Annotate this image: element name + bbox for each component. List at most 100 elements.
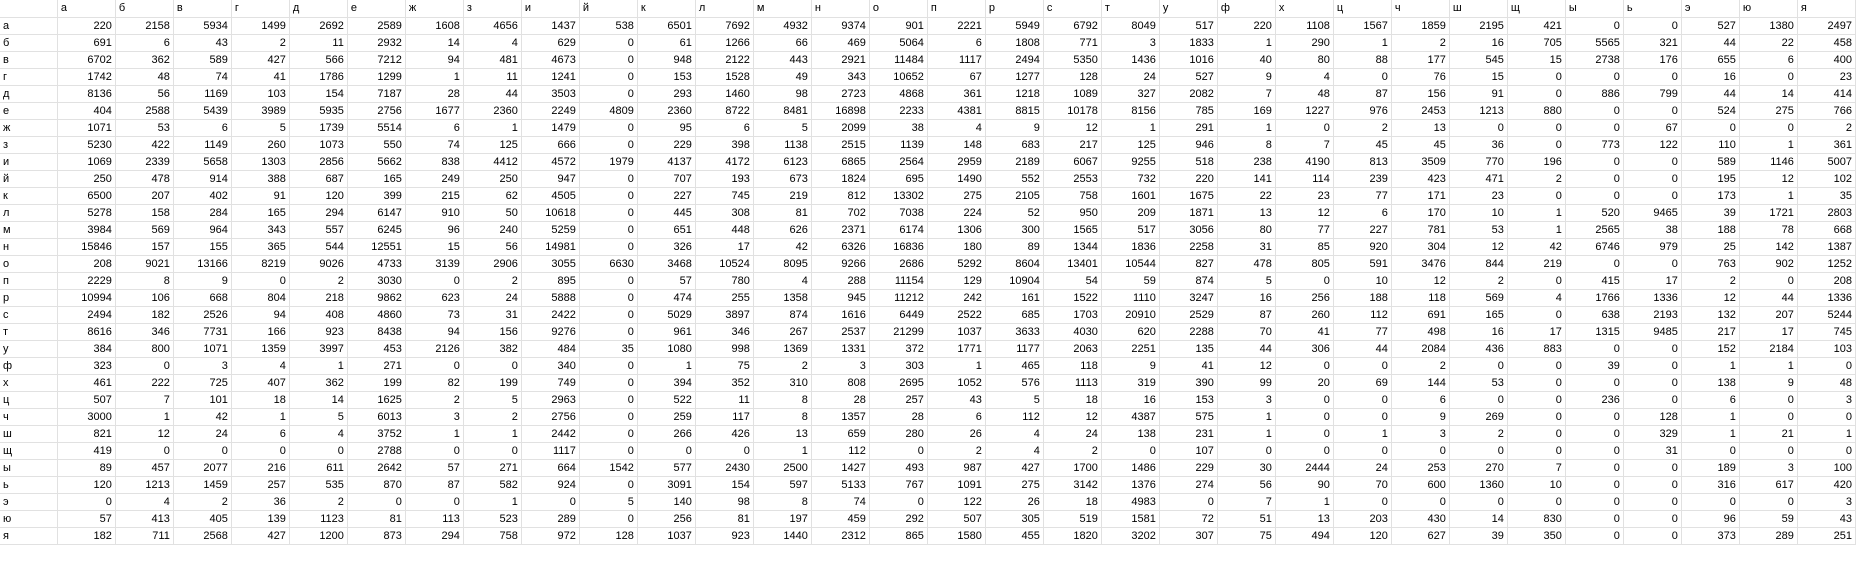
data-cell[interactable]: 251 xyxy=(1797,527,1856,545)
data-cell[interactable]: 838 xyxy=(405,153,464,171)
data-cell[interactable]: 773 xyxy=(1565,136,1624,154)
data-cell[interactable]: 2371 xyxy=(811,221,870,239)
data-cell[interactable]: 70 xyxy=(1217,323,1276,341)
data-cell[interactable]: 0 xyxy=(1739,408,1798,426)
data-cell[interactable]: 902 xyxy=(1739,255,1798,273)
data-cell[interactable]: 43 xyxy=(173,34,232,52)
data-cell[interactable]: 128 xyxy=(1623,408,1682,426)
data-cell[interactable]: 112 xyxy=(1333,306,1392,324)
data-cell[interactable]: 1567 xyxy=(1333,17,1392,35)
data-cell[interactable]: 1052 xyxy=(927,374,986,392)
data-cell[interactable]: 582 xyxy=(463,476,522,494)
data-cell[interactable]: 522 xyxy=(637,391,696,409)
column-header-cell[interactable]: р xyxy=(985,0,1044,18)
column-header-cell[interactable]: н xyxy=(811,0,870,18)
data-cell[interactable]: 23 xyxy=(1275,187,1334,205)
data-cell[interactable]: 1 xyxy=(1101,119,1160,137)
data-cell[interactable]: 5029 xyxy=(637,306,696,324)
data-cell[interactable]: 1 xyxy=(637,357,696,375)
data-cell[interactable]: 808 xyxy=(811,374,870,392)
data-cell[interactable]: 600 xyxy=(1391,476,1450,494)
data-cell[interactable]: 420 xyxy=(1797,476,1856,494)
data-cell[interactable]: 24 xyxy=(173,425,232,443)
data-cell[interactable]: 4030 xyxy=(1043,323,1102,341)
row-label-cell[interactable]: т xyxy=(0,323,58,341)
data-cell[interactable]: 8156 xyxy=(1101,102,1160,120)
data-cell[interactable]: 362 xyxy=(115,51,174,69)
data-cell[interactable]: 110 xyxy=(1681,136,1740,154)
data-cell[interactable]: 14 xyxy=(1449,510,1508,528)
data-cell[interactable]: 535 xyxy=(289,476,348,494)
data-cell[interactable]: 423 xyxy=(1391,170,1450,188)
data-cell[interactable]: 361 xyxy=(1797,136,1856,154)
data-cell[interactable]: 2195 xyxy=(1449,17,1508,35)
data-cell[interactable]: 946 xyxy=(1159,136,1218,154)
data-cell[interactable]: 8 xyxy=(1217,136,1276,154)
data-cell[interactable]: 0 xyxy=(1623,255,1682,273)
row-label-cell[interactable]: ы xyxy=(0,459,58,477)
data-cell[interactable]: 771 xyxy=(1043,34,1102,52)
data-cell[interactable]: 4387 xyxy=(1101,408,1160,426)
data-cell[interactable]: 195 xyxy=(1681,170,1740,188)
data-cell[interactable]: 1 xyxy=(463,119,522,137)
row-label-cell[interactable]: р xyxy=(0,289,58,307)
data-cell[interactable]: 1071 xyxy=(173,340,232,358)
data-cell[interactable]: 20910 xyxy=(1101,306,1160,324)
data-cell[interactable]: 6865 xyxy=(811,153,870,171)
data-cell[interactable]: 308 xyxy=(695,204,754,222)
data-cell[interactable]: 0 xyxy=(115,442,174,460)
data-cell[interactable]: 170 xyxy=(1391,204,1450,222)
data-cell[interactable]: 17 xyxy=(1507,323,1566,341)
data-cell[interactable]: 0 xyxy=(579,238,638,256)
data-cell[interactable]: 11 xyxy=(289,34,348,52)
data-cell[interactable]: 964 xyxy=(173,221,232,239)
data-cell[interactable]: 45 xyxy=(1391,136,1450,154)
data-cell[interactable]: 56 xyxy=(463,238,522,256)
data-cell[interactable]: 745 xyxy=(1797,323,1856,341)
data-cell[interactable]: 1108 xyxy=(1275,17,1334,35)
data-cell[interactable]: 711 xyxy=(115,527,174,545)
data-cell[interactable]: 5 xyxy=(753,119,812,137)
data-cell[interactable]: 274 xyxy=(1159,476,1218,494)
data-cell[interactable]: 2959 xyxy=(927,153,986,171)
data-cell[interactable]: 294 xyxy=(289,204,348,222)
data-cell[interactable]: 384 xyxy=(57,340,116,358)
data-cell[interactable]: 270 xyxy=(1449,459,1508,477)
data-cell[interactable]: 785 xyxy=(1159,102,1218,120)
data-cell[interactable]: 507 xyxy=(57,391,116,409)
column-header-cell[interactable]: й xyxy=(579,0,638,18)
data-cell[interactable]: 873 xyxy=(347,527,406,545)
data-cell[interactable]: 76 xyxy=(1391,68,1450,86)
data-cell[interactable]: 2686 xyxy=(869,255,928,273)
data-cell[interactable]: 2 xyxy=(289,493,348,511)
data-cell[interactable]: 1 xyxy=(1797,425,1856,443)
data-cell[interactable]: 1358 xyxy=(753,289,812,307)
data-cell[interactable]: 923 xyxy=(695,527,754,545)
data-cell[interactable]: 550 xyxy=(347,136,406,154)
data-cell[interactable]: 96 xyxy=(405,221,464,239)
data-cell[interactable]: 1 xyxy=(405,68,464,86)
data-cell[interactable]: 1542 xyxy=(579,459,638,477)
data-cell[interactable]: 0 xyxy=(1565,459,1624,477)
row-label-cell[interactable]: й xyxy=(0,170,58,188)
data-cell[interactable]: 0 xyxy=(1275,442,1334,460)
data-cell[interactable]: 138 xyxy=(1101,425,1160,443)
data-cell[interactable]: 0 xyxy=(1739,119,1798,137)
data-cell[interactable]: 4 xyxy=(463,34,522,52)
row-label-cell[interactable]: х xyxy=(0,374,58,392)
data-cell[interactable]: 0 xyxy=(1565,68,1624,86)
data-cell[interactable]: 874 xyxy=(1159,272,1218,290)
data-cell[interactable]: 303 xyxy=(869,357,928,375)
data-cell[interactable]: 290 xyxy=(1275,34,1334,52)
row-label-cell[interactable]: е xyxy=(0,102,58,120)
data-cell[interactable]: 1 xyxy=(289,357,348,375)
data-cell[interactable]: 2184 xyxy=(1739,340,1798,358)
data-cell[interactable]: 0 xyxy=(1565,170,1624,188)
row-label-cell[interactable]: ф xyxy=(0,357,58,375)
data-cell[interactable]: 3202 xyxy=(1101,527,1160,545)
data-cell[interactable]: 2360 xyxy=(463,102,522,120)
data-cell[interactable]: 222 xyxy=(115,374,174,392)
data-cell[interactable]: 44 xyxy=(1739,289,1798,307)
data-cell[interactable]: 1836 xyxy=(1101,238,1160,256)
data-cell[interactable]: 182 xyxy=(115,306,174,324)
